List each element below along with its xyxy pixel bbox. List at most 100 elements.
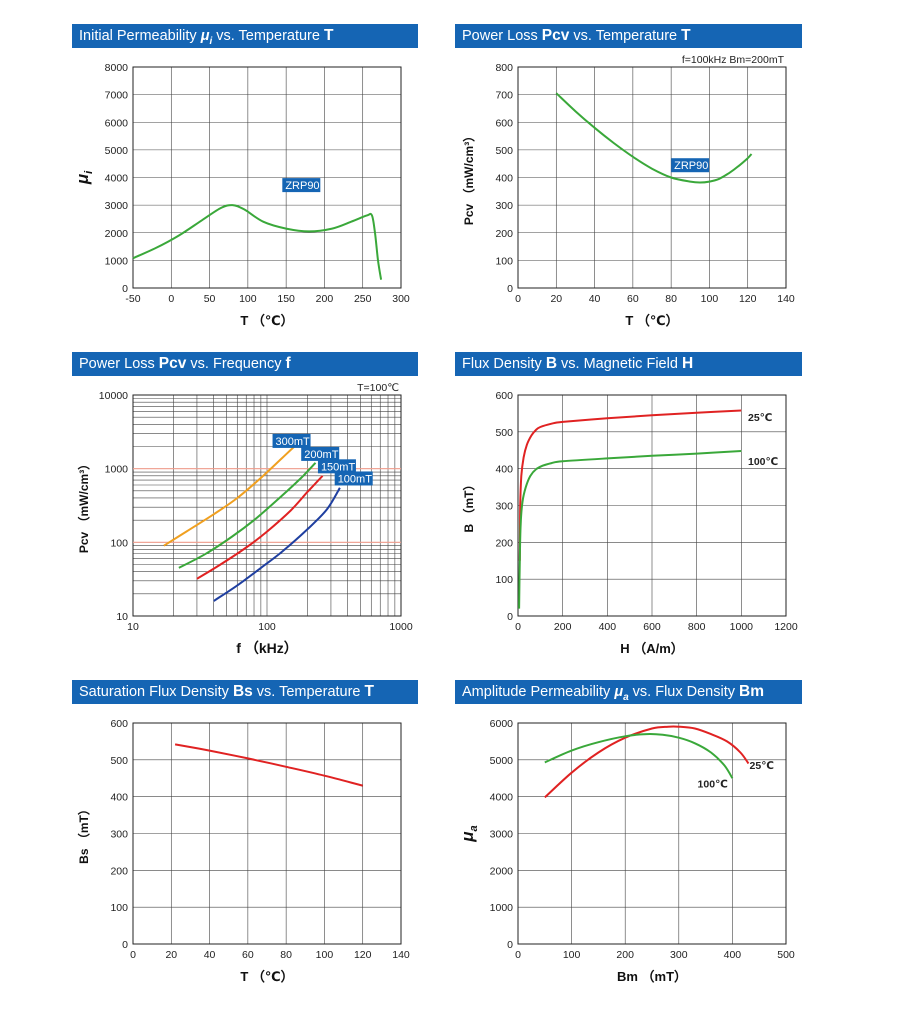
x-tick-label: 0 [515,621,521,633]
y-axis-label: B （mT） [461,478,476,532]
y-tick-label: 100 [495,255,513,267]
y-tick-label: 4000 [490,792,514,804]
y-tick-label: 200 [495,537,513,549]
x-tick-label: 140 [392,949,410,961]
series-line [544,725,750,799]
series-line [518,450,742,609]
x-tick-label: 300 [670,949,688,961]
y-tick-label: 0 [507,939,513,951]
y-tick-label: 300 [495,501,513,513]
x-tick-label: 60 [242,949,254,961]
chart-title: Amplitude Permeability μa vs. Flux Densi… [455,680,802,704]
x-tick-label: 40 [589,293,601,305]
chart-title: Flux Density B vs. Magnetic Field H [455,352,802,376]
y-axis-label: Pcv （mW/cm³） [461,130,476,225]
y-tick-label: 100 [110,537,128,549]
x-axis-label: f （kHz） [236,640,297,656]
x-tick-label: 200 [554,621,572,633]
series-line [174,743,363,787]
y-tick-label: 6000 [490,718,514,730]
grid [132,722,402,945]
y-tick-label: 800 [495,62,513,74]
series-line [196,475,324,580]
x-tick-label: 100 [316,949,334,961]
x-tick-label: 120 [739,293,757,305]
x-tick-label: 250 [354,293,372,305]
y-axis-label-symbol: μ [458,831,477,843]
chart-title: Power Loss Pcv vs. Temperature T [455,24,802,48]
x-tick-label: 20 [165,949,177,961]
x-axis-label: T （℃） [240,313,293,328]
y-tick-label: 4000 [105,173,129,185]
chart-title: Saturation Flux Density Bs vs. Temperatu… [72,680,418,704]
y-tick-label: 600 [110,718,128,730]
grid [132,394,402,617]
chart-panel-mu-vs-T: Initial Permeability μi vs. Temperature … [72,24,422,344]
y-tick-label: 300 [495,200,513,212]
series-line [178,462,317,569]
y-axis-label: μa [458,825,480,842]
series-label-150mT: 150mT [321,461,356,473]
series-label-100C: 100℃ [698,778,728,790]
series-line [163,445,296,547]
y-tick-label: 2000 [490,865,514,877]
x-tick-label: 0 [168,293,174,305]
x-tick-label: 150 [277,293,295,305]
y-tick-label: 2000 [105,228,129,240]
y-tick-label: 6000 [105,117,129,129]
chart-svg: 0 200 400 600 800 1000 1200 0 100 200 300 400 500 600… [461,390,798,656]
x-tick-label: 1000 [389,621,413,633]
chart-title: Initial Permeability μi vs. Temperature … [72,24,418,48]
x-tick-label: 80 [665,293,677,305]
x-tick-label: -50 [125,293,140,305]
x-axis-label: T （℃） [240,969,293,984]
y-axis-label-subscript: i [83,170,95,174]
series-label-300mT: 300mT [276,436,311,448]
chart-panel-Bs-vs-T: Saturation Flux Density Bs vs. Temperatu… [72,680,422,1000]
grid [517,394,787,617]
y-tick-label: 100 [495,574,513,586]
y-tick-label: 500 [495,427,513,439]
grid [132,66,402,289]
series-line [132,204,383,280]
x-tick-label: 500 [777,949,795,961]
y-axis-label-symbol: μ [73,173,92,185]
x-tick-label: 20 [550,293,562,305]
chart-panel-pcv-vs-f: Power Loss Pcv vs. Frequency f 10 100 1000… [72,352,422,672]
series-label-100mT-bg [334,471,373,486]
y-tick-label: 600 [495,390,513,402]
series-line [555,92,753,184]
series-label-200mT-bg [301,446,340,461]
condition-label: f=100kHz Bm=200mT [682,54,785,66]
x-tick-label: 10 [127,621,139,633]
x-tick-label: 50 [204,293,216,305]
series-label-100C: 100℃ [748,456,778,468]
x-tick-label: 0 [515,949,521,961]
y-tick-label: 700 [495,90,513,102]
series-label-25C: 25℃ [750,760,774,772]
series-label-300mT-bg [272,433,311,448]
y-tick-label: 7000 [105,90,129,102]
chart-svg: 0 20 40 60 80 100 120 140 0 100 200 300 400 500 600 700… [461,54,795,328]
y-tick-label: 400 [110,792,128,804]
x-tick-label: 600 [643,621,661,633]
series-label-200mT: 200mT [304,449,339,461]
x-tick-label: 100 [563,949,581,961]
x-tick-label: 100 [258,621,276,633]
grid [517,66,787,289]
chart-panel-B-vs-H: Flux Density B vs. Magnetic Field H 0 200… [455,352,805,672]
chart-svg: 10 100 1000 10 100 1000 10000 f （kHz） Pcv （mW/cm… [76,382,413,656]
x-tick-label: 60 [627,293,639,305]
plot-frame [517,722,787,945]
series-line [518,409,742,561]
y-tick-label: 3000 [490,829,514,841]
y-tick-label: 500 [495,145,513,157]
plot-frame [132,394,402,617]
zrp90-label-bg [282,178,321,193]
y-tick-label: 100 [110,902,128,914]
zrp90-label: ZRP90 [674,160,708,172]
x-tick-label: 200 [616,949,634,961]
x-tick-label: 400 [724,949,742,961]
y-tick-label: 400 [495,173,513,185]
x-tick-label: 400 [599,621,617,633]
